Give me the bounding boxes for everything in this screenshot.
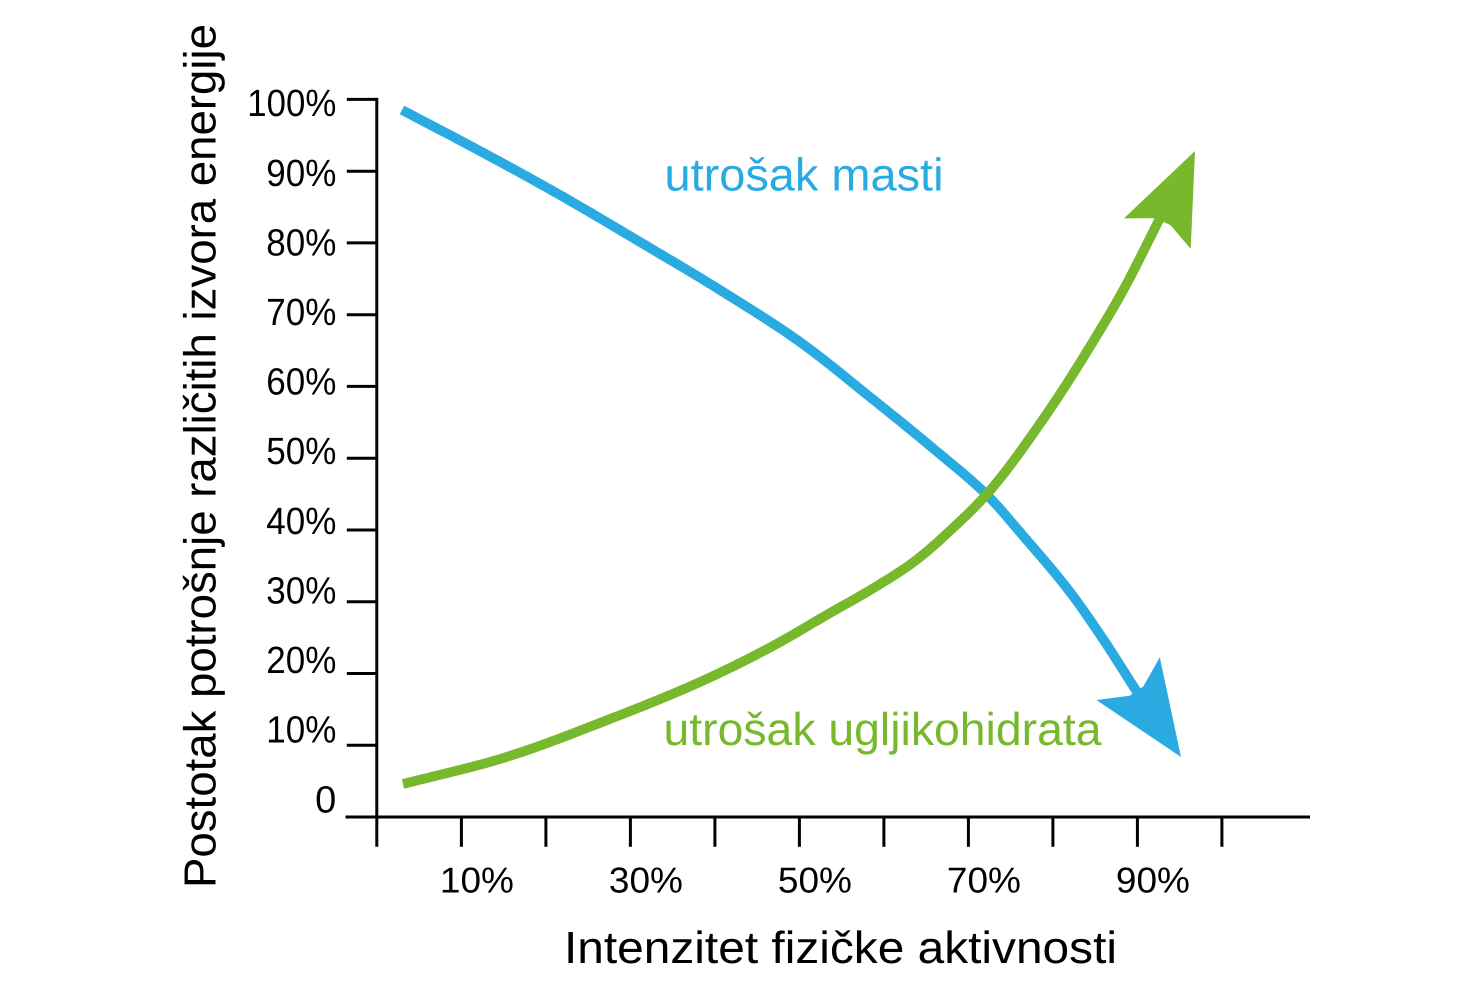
svg-text:30%: 30% <box>609 859 683 900</box>
svg-text:80%: 80% <box>266 222 336 264</box>
svg-text:0: 0 <box>315 779 336 821</box>
svg-text:10%: 10% <box>266 710 336 752</box>
svg-text:70%: 70% <box>947 859 1021 900</box>
svg-text:utrošak ugljikohidrata: utrošak ugljikohidrata <box>664 703 1102 755</box>
svg-text:90%: 90% <box>266 153 336 195</box>
svg-text:100%: 100% <box>247 83 336 125</box>
svg-text:50%: 50% <box>266 431 336 473</box>
svg-text:utrošak masti: utrošak masti <box>665 149 944 201</box>
svg-text:40%: 40% <box>266 501 336 543</box>
svg-text:60%: 60% <box>266 362 336 404</box>
svg-text:50%: 50% <box>778 859 852 900</box>
svg-text:90%: 90% <box>1116 859 1190 900</box>
svg-text:Intenzitet fizičke aktivnosti: Intenzitet fizičke aktivnosti <box>564 922 1117 973</box>
svg-text:30%: 30% <box>266 571 336 613</box>
svg-text:20%: 20% <box>266 640 336 682</box>
svg-text:10%: 10% <box>440 859 514 900</box>
svg-text:70%: 70% <box>266 292 336 334</box>
svg-text:Postotak potrošnje različitih: Postotak potrošnje različitih izvora ene… <box>175 24 226 888</box>
